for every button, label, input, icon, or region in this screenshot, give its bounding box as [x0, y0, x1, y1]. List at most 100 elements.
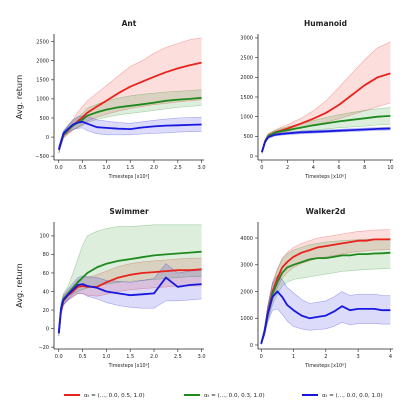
x-tick-label: 4 — [312, 165, 315, 171]
x-tick-label: 3.0 — [198, 165, 206, 171]
x-axis-label: Timesteps [x10⁶] — [108, 174, 150, 180]
band-edge-line — [58, 37, 202, 147]
panel-title: Swimmer — [109, 207, 149, 216]
chart-panel: Ant 0.0 0.5 1.0 1.5 2.0 2.5 3.0 −500 0 500 1000 1500… — [15, 19, 206, 180]
y-tick-label: 3000 — [240, 263, 253, 269]
x-tick-label: 10 — [387, 165, 393, 171]
x-tick-label: 1.5 — [126, 165, 134, 171]
confidence-band — [58, 224, 202, 336]
band-edge-line — [260, 268, 391, 345]
y-tick-label: 0 — [250, 343, 253, 349]
x-tick-label: 1 — [292, 354, 295, 360]
band-edge-line — [58, 127, 202, 154]
series-line — [260, 290, 391, 344]
confidence-band — [261, 41, 391, 154]
x-tick-label: 4 — [389, 354, 392, 360]
x-tick-label: 1.0 — [102, 165, 110, 171]
y-tick-label: 1500 — [36, 78, 49, 84]
x-tick-label: 3.0 — [198, 354, 206, 360]
y-axis-label: Avg. return — [15, 75, 24, 119]
y-axis-label: Avg. return — [15, 263, 24, 307]
y-tick-label: 3000 — [240, 36, 253, 42]
x-tick-label: 8 — [363, 165, 366, 171]
band-edge-line — [58, 115, 202, 147]
y-tick-label: 0 — [46, 135, 49, 141]
confidence-band — [58, 89, 202, 153]
legend-label: αₜ = (..., 0.0, 0.5, 1.0) — [84, 393, 145, 399]
series-line — [260, 251, 391, 344]
y-tick-label: 20 — [43, 308, 49, 314]
y-tick-label: 0 — [46, 326, 49, 332]
band-edge-line — [260, 238, 391, 343]
y-tick-label: 2500 — [36, 39, 49, 45]
x-tick-label: 0 — [260, 354, 263, 360]
y-tick-label: 4000 — [240, 236, 253, 242]
y-tick-label: 1000 — [240, 114, 253, 120]
band-edge-line — [58, 224, 202, 331]
y-tick-label: 2500 — [240, 55, 253, 61]
confidence-band — [58, 37, 202, 154]
x-tick-label: 1.5 — [126, 354, 134, 360]
y-tick-label: 60 — [43, 271, 49, 277]
y-tick-label: −500 — [35, 154, 49, 160]
panel-title: Humanoid — [304, 19, 347, 28]
band-edge-line — [58, 263, 202, 331]
band-edge-line — [58, 285, 202, 337]
band-edge-line — [260, 229, 391, 343]
x-tick-label: 3 — [357, 354, 360, 360]
band-edge-line — [261, 41, 391, 151]
x-tick-label: 6 — [337, 165, 340, 171]
chart-panel: Humanoid 0 2 4 6 8 10 0 500 1000 1500 2000 2500 3000 T… — [240, 19, 393, 180]
x-axis-label: Timesteps [x10⁶] — [304, 363, 346, 369]
x-tick-label: 2.5 — [174, 354, 182, 360]
x-tick-label: 0.5 — [79, 354, 87, 360]
series-line — [260, 238, 391, 344]
band-edge-line — [58, 99, 202, 154]
band-edge-line — [58, 293, 202, 337]
y-tick-label: 1000 — [240, 316, 253, 322]
y-tick-label: 1500 — [240, 95, 253, 101]
series-line — [57, 120, 202, 150]
confidence-band — [261, 229, 391, 345]
x-axis-label: Timesteps [x10⁶] — [304, 174, 346, 180]
x-tick-label: 0.0 — [55, 354, 63, 360]
x-tick-label: 2 — [324, 354, 327, 360]
x-tick-label: 2.5 — [174, 165, 182, 171]
x-tick-label: 1.0 — [102, 354, 110, 360]
y-tick-label: 500 — [243, 134, 253, 140]
confidence-band — [261, 275, 391, 345]
y-tick-label: 2000 — [240, 289, 253, 295]
y-tick-label: 40 — [43, 289, 49, 295]
series-line — [57, 276, 202, 334]
y-tick-label: −20 — [38, 345, 49, 351]
band-edge-line — [260, 308, 391, 345]
y-tick-label: 0 — [250, 154, 253, 160]
x-tick-label: 0.0 — [55, 165, 63, 171]
x-tick-label: 0 — [260, 165, 263, 171]
panel-title: Walker2d — [306, 207, 346, 216]
y-tick-label: 500 — [39, 116, 49, 122]
y-tick-label: 80 — [43, 252, 49, 258]
band-edge-line — [261, 129, 391, 154]
chart-panel: Walker2d 0 1 2 3 4 0 1000 2000 3000 4000 Timesteps … — [240, 207, 393, 369]
band-edge-line — [260, 275, 391, 343]
x-axis-label: Timesteps [x10⁶] — [108, 363, 150, 369]
y-tick-label: 1000 — [36, 97, 49, 103]
y-tick-label: 100 — [39, 234, 49, 240]
panel-title: Ant — [122, 19, 137, 28]
series-line — [261, 115, 391, 153]
band-edge-line — [58, 105, 202, 153]
x-tick-label: 0.5 — [79, 165, 87, 171]
confidence-band — [58, 263, 202, 336]
band-edge-line — [58, 257, 202, 331]
x-tick-label: 2.0 — [150, 354, 158, 360]
y-tick-label: 2000 — [36, 59, 49, 65]
x-tick-label: 2 — [286, 165, 289, 171]
legend-label: αₜ = (..., 0.0, 0.0, 1.0) — [322, 393, 383, 399]
chart-panel: Swimmer 0.0 0.5 1.0 1.5 2.0 2.5 3.0 −20 0 20 40 60 80… — [15, 207, 206, 369]
y-tick-label: 2000 — [240, 75, 253, 81]
series-line — [261, 127, 391, 153]
legend-label: αₜ = (..., 0.0, 0.3, 1.0) — [204, 393, 265, 399]
